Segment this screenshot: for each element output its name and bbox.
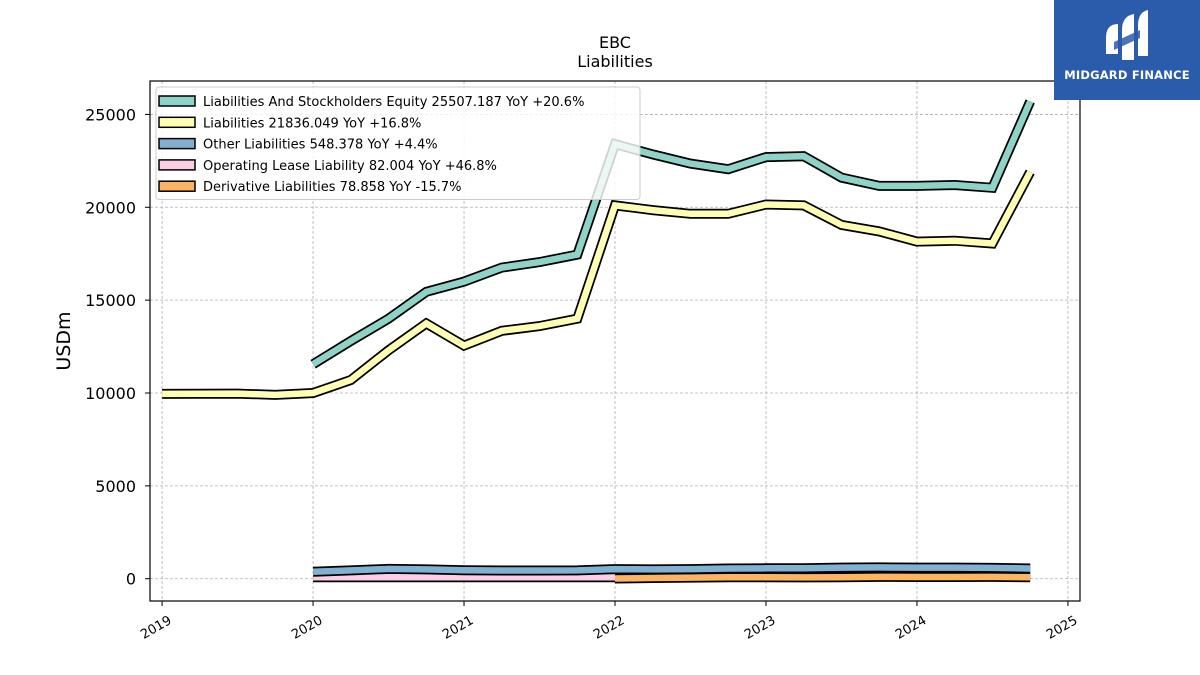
x-tick-label: 2020 [289, 613, 325, 643]
x-tick-label: 2021 [440, 613, 476, 643]
y-tick-label: 5000 [95, 477, 136, 496]
legend-entry: Liabilities 21836.049 YoY +16.8% [203, 116, 421, 131]
legend-swatch [158, 159, 196, 171]
y-tick-label: 15000 [85, 291, 136, 310]
x-tick-label: 2024 [893, 613, 929, 643]
plot-frame [149, 80, 1081, 602]
legend-entry: Liabilities And Stockholders Equity 2550… [203, 95, 584, 110]
legend-swatch [158, 180, 196, 192]
x-tick-label: 2023 [742, 613, 778, 643]
x-tick-label: 2019 [138, 613, 174, 643]
logo-text: MIDGARD FINANCE [1064, 68, 1190, 82]
y-tick-label: 20000 [85, 198, 136, 217]
series-line-liabilities-and-stockholders-equity [311, 100, 1034, 367]
midgard-logo-icon [1106, 10, 1148, 60]
legend-entry: Derivative Liabilities 78.858 YoY -15.7% [203, 180, 462, 195]
chart-subtitle: Liabilities [577, 52, 653, 71]
series-line-derivative-liabilities [614, 573, 1031, 582]
series-line-other-liabilities [312, 564, 1031, 575]
series-layer [162, 99, 1035, 584]
legend-swatch [158, 116, 196, 129]
brand-logo: MIDGARD FINANCE [1054, 0, 1200, 100]
legend-entry: Other Liabilities 548.378 YoY +4.4% [203, 138, 438, 153]
y-tick-label: 25000 [85, 105, 136, 124]
y-tick-label: 10000 [85, 384, 136, 403]
y-tick-label: 0 [126, 570, 136, 589]
series-line-liabilities [162, 170, 1034, 399]
legend: Liabilities And Stockholders Equity 2550… [155, 86, 641, 200]
x-tick-label: 2022 [591, 613, 627, 643]
y-axis-label: USDm [53, 311, 75, 370]
x-tick-label: 2025 [1044, 613, 1080, 643]
legend-entry: Operating Lease Liability 82.004 YoY +46… [203, 159, 497, 174]
chart-title: EBC [599, 33, 631, 52]
legend-box [155, 86, 641, 200]
legend-swatch [158, 137, 196, 150]
legend-swatch [158, 95, 196, 107]
